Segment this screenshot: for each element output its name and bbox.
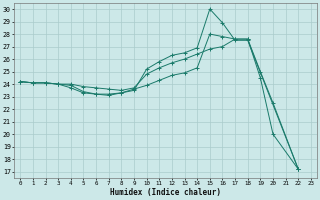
X-axis label: Humidex (Indice chaleur): Humidex (Indice chaleur)	[110, 188, 221, 197]
